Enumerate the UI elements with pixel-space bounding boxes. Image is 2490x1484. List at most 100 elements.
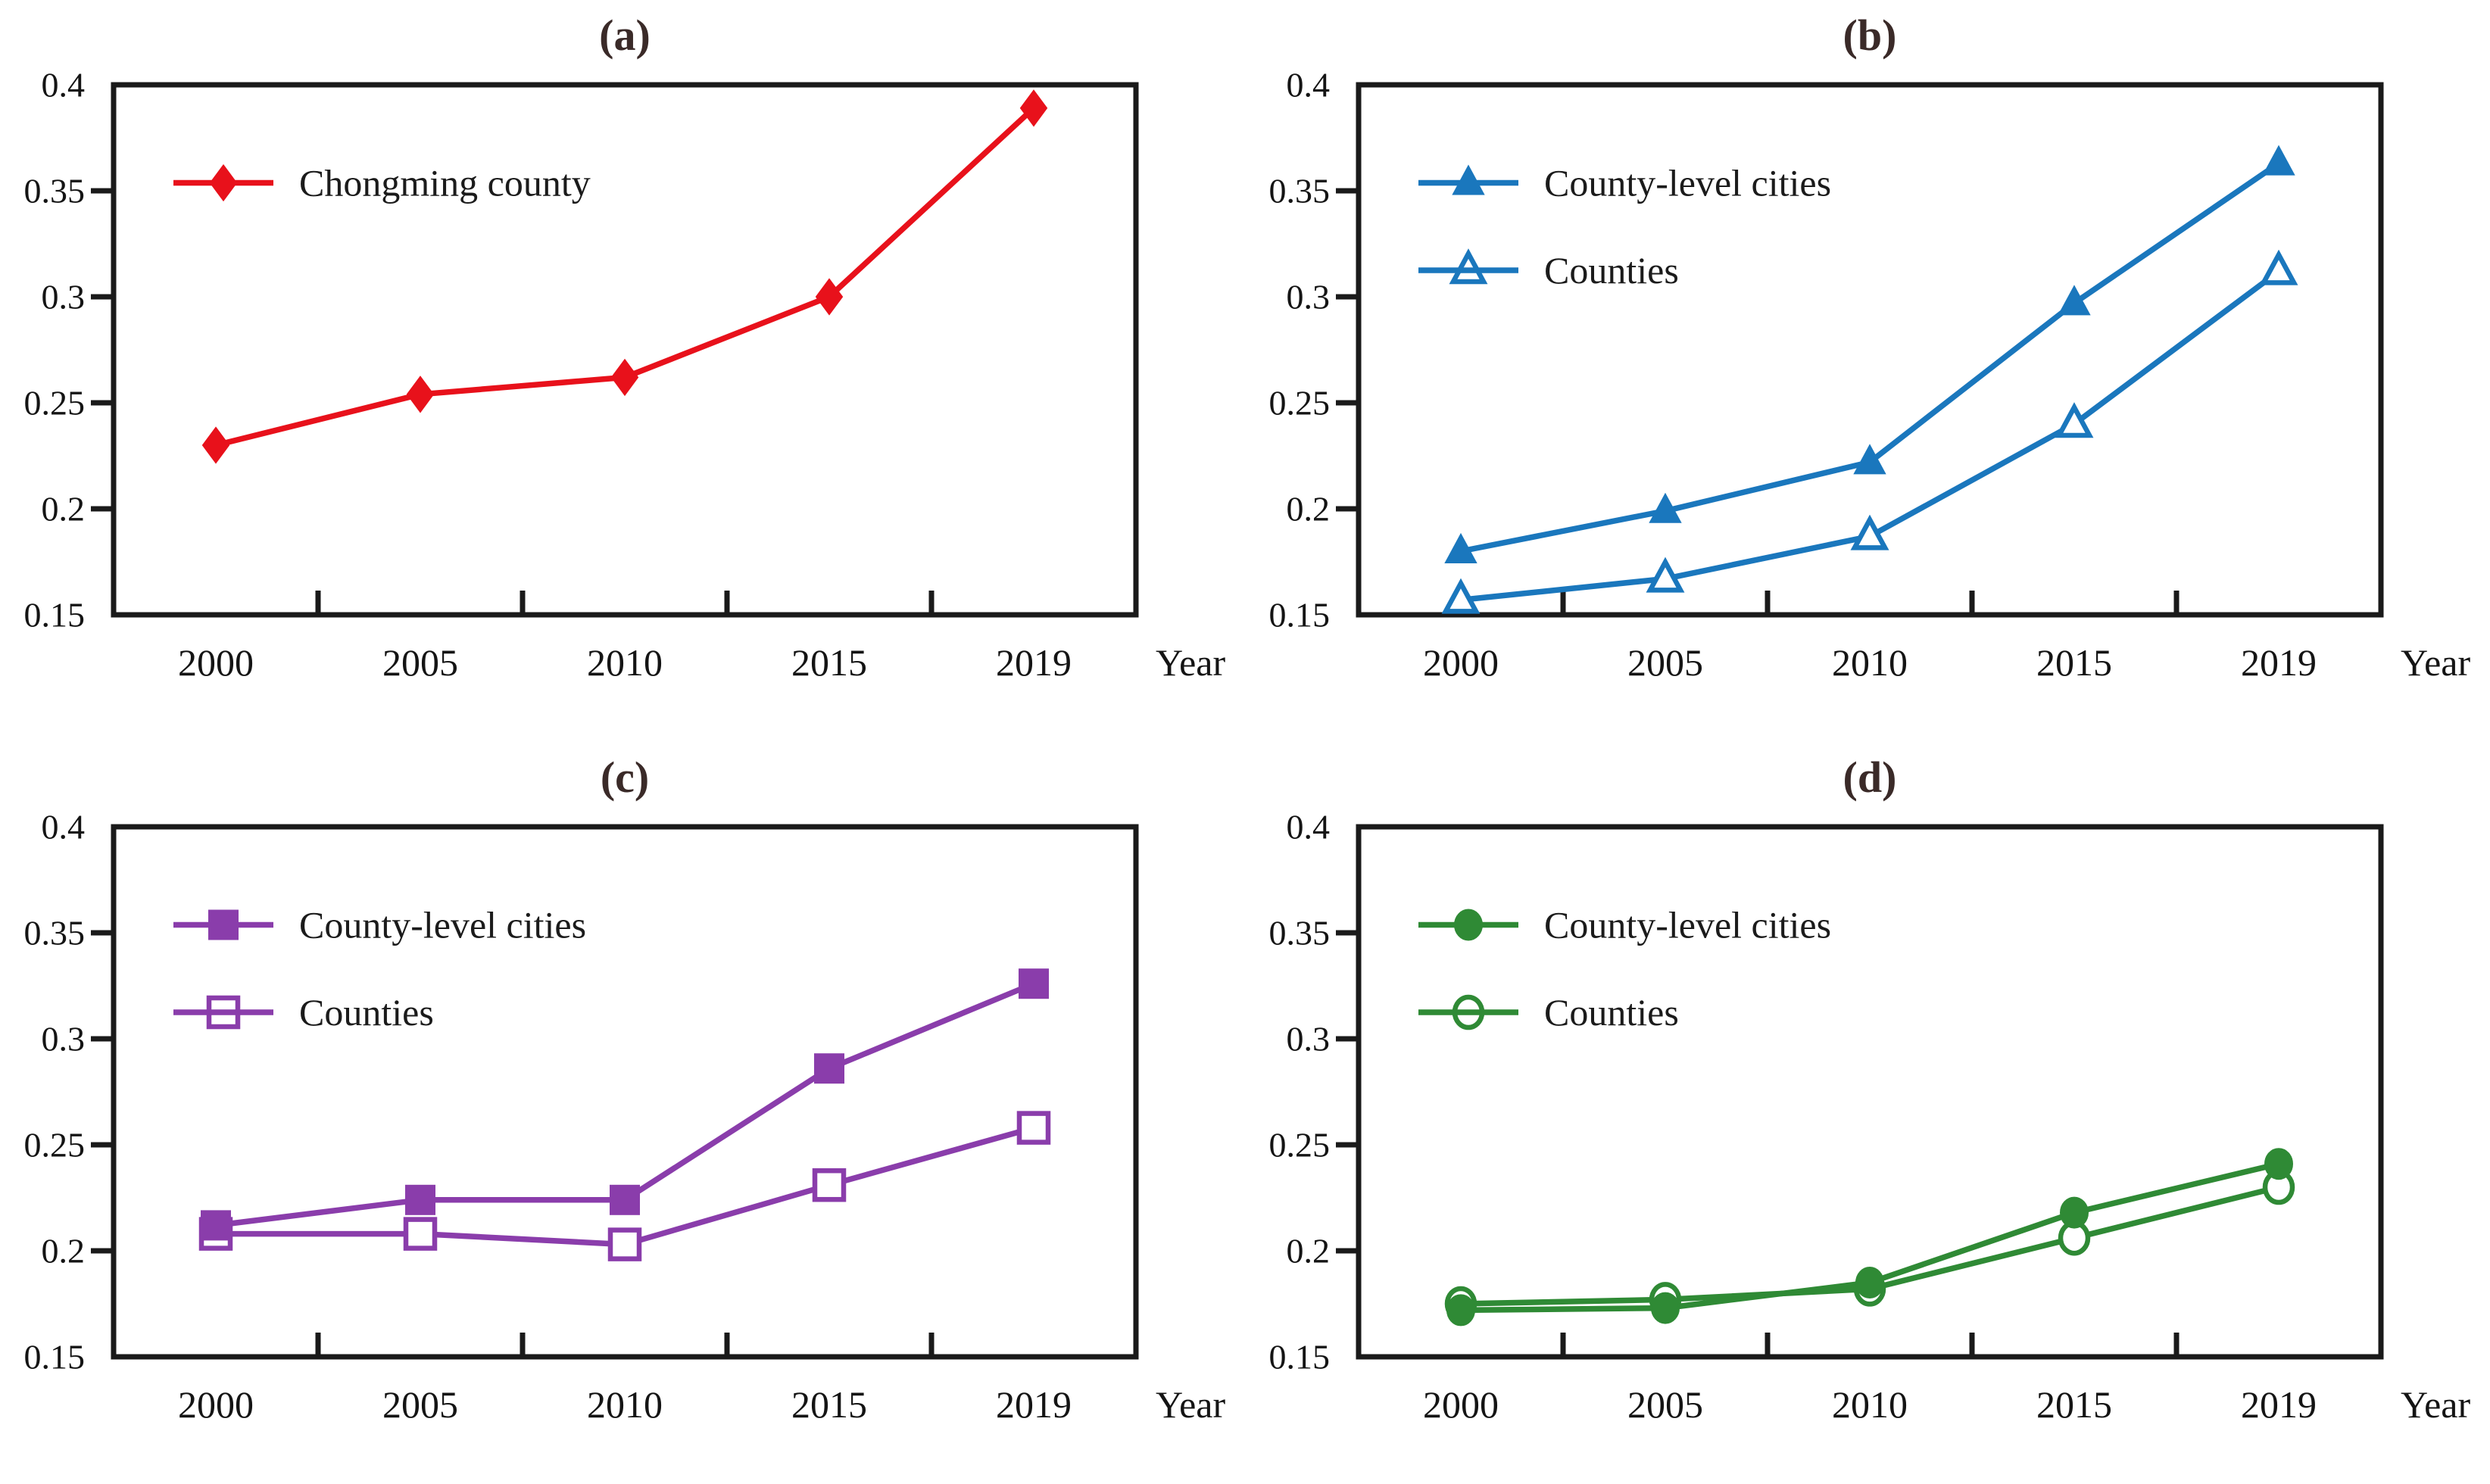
x-tick-label: 2015	[791, 1383, 867, 1426]
y-tick-label: 0.25	[1269, 384, 1331, 422]
open-triangle-marker	[2055, 402, 2094, 438]
legend-entry: County-level cities	[1418, 904, 1831, 946]
filled-square-marker	[208, 909, 239, 940]
y-tick-label: 0.3	[1287, 1020, 1331, 1058]
filled-diamond-marker	[610, 358, 639, 397]
plot-frame	[1356, 824, 2384, 1360]
chart-c: (c) 0.4 0.35 0.3 0.25 0.2 0.15 2000 2005 2010 201…	[24, 753, 1226, 1426]
y-tick-label: 0.3	[42, 1020, 86, 1058]
y-tick-label: 0.35	[24, 172, 86, 210]
y-tick-label: 0.35	[24, 914, 86, 952]
y-tick-label: 0.25	[24, 384, 86, 422]
y-tick-label: 0.4	[42, 808, 86, 846]
plot-area-b: 0.4 0.35 0.3 0.25 0.2 0.15 2000 2005 2010 2015 201…	[1269, 66, 2471, 684]
x-tick-label: 2000	[178, 1383, 254, 1426]
x-tick-label: 2019	[996, 1383, 1072, 1426]
filled-circle-marker	[1446, 1294, 1475, 1327]
filled-triangle-marker	[1853, 444, 1886, 475]
filled-triangle-marker	[2262, 145, 2295, 176]
filled-diamond-marker	[201, 426, 230, 464]
x-tick-label: 2015	[791, 641, 867, 684]
x-axis-title: Year	[1156, 1383, 1225, 1426]
y-tick-label: 0.2	[42, 490, 86, 528]
plot-frame	[111, 82, 1139, 618]
filled-diamond-marker	[209, 164, 238, 202]
y-tick-label: 0.15	[1269, 596, 1331, 634]
filled-square-marker	[201, 1210, 231, 1241]
panel-title-c: (c)	[601, 753, 649, 802]
y-tick-label: 0.3	[42, 278, 86, 316]
y-tick-label: 0.35	[1269, 914, 1331, 952]
panel-title-d: (d)	[1843, 753, 1897, 802]
legend-entry: County-level cities	[173, 904, 586, 946]
legend-entry: Counties	[173, 991, 434, 1034]
filled-circle-marker	[1651, 1292, 1680, 1324]
plot-frame	[1356, 82, 2384, 618]
x-tick-label: 2005	[1627, 1383, 1703, 1426]
legend-label: Counties	[299, 991, 434, 1034]
plot-area-a: 0.4 0.35 0.3 0.25 0.2 0.15 2000 2005 2010 2015 201…	[24, 66, 1226, 684]
y-tick-label: 0.2	[1287, 1232, 1331, 1270]
x-tick-label: 2005	[382, 1383, 458, 1426]
y-tick-label: 0.15	[24, 596, 86, 634]
series-line-counties	[1458, 268, 2282, 603]
open-triangle-marker	[1449, 248, 1488, 285]
x-tick-label: 2000	[178, 641, 254, 684]
x-tick-label: 2000	[1423, 641, 1499, 684]
filled-triangle-marker	[1649, 492, 1682, 523]
plot-area-c: 0.4 0.35 0.3 0.25 0.2 0.15 2000 2005 2010 2015 201…	[24, 808, 1226, 1426]
legend-entry: Counties	[1418, 991, 1679, 1034]
filled-square-marker	[814, 1053, 844, 1084]
x-tick-label: 2010	[1832, 641, 1908, 684]
y-tick-label: 0.35	[1269, 172, 1331, 210]
open-square-marker	[607, 1227, 642, 1261]
open-square-marker	[1016, 1111, 1051, 1145]
x-tick-label: 2010	[1832, 1383, 1908, 1426]
legend-label: Counties	[1544, 991, 1679, 1034]
filled-circle-marker	[1454, 909, 1483, 941]
filled-diamond-marker	[1019, 89, 1048, 127]
filled-circle-marker	[1855, 1267, 1884, 1298]
filled-triangle-marker	[2058, 285, 2091, 316]
panel-title-b: (b)	[1843, 11, 1897, 60]
x-axis-title: Year	[1156, 641, 1225, 684]
legend-label: County-level cities	[299, 904, 586, 946]
chart-d: (d) 0.4 0.35 0.3 0.25 0.2 0.15 2000 2005 2010 201…	[1269, 753, 2471, 1426]
y-tick-label: 0.2	[42, 1232, 86, 1270]
filled-triangle-marker	[1444, 532, 1477, 563]
panel-title-a: (a)	[599, 11, 651, 60]
y-tick-label: 0.15	[1269, 1338, 1331, 1376]
y-tick-label: 0.4	[1287, 66, 1331, 104]
x-tick-label: 2005	[1627, 641, 1703, 684]
open-circle-marker	[1452, 994, 1485, 1030]
panel-d: (d) 0.4 0.35 0.3 0.25 0.2 0.15 2000 2005 2010 201…	[1245, 742, 2490, 1484]
x-tick-label: 2019	[2241, 1383, 2317, 1426]
open-triangle-marker	[2259, 249, 2298, 285]
panel-c: (c) 0.4 0.35 0.3 0.25 0.2 0.15 2000 2005 2010 201…	[0, 742, 1245, 1484]
filled-diamond-marker	[406, 376, 435, 413]
chart-b: (b) 0.4 0.35 0.3 0.25 0.2 0.15 2000 2005 2010 201…	[1269, 11, 2471, 684]
filled-diamond-marker	[815, 278, 844, 316]
legend-label: Counties	[1544, 249, 1679, 292]
open-square-marker	[206, 995, 241, 1030]
open-triangle-marker	[1850, 514, 1889, 550]
y-tick-label: 0.25	[1269, 1126, 1331, 1164]
filled-circle-marker	[2060, 1196, 2089, 1229]
y-tick-label: 0.2	[1287, 490, 1331, 528]
x-tick-label: 2010	[587, 1383, 663, 1426]
filled-square-marker	[1019, 968, 1049, 999]
legend-entry: Counties	[1418, 248, 1679, 292]
panel-b: (b) 0.4 0.35 0.3 0.25 0.2 0.15 2000 2005 2010 201…	[1245, 0, 2490, 742]
legend-label: Chongming county	[299, 162, 591, 204]
x-tick-label: 2000	[1423, 1383, 1499, 1426]
filled-circle-marker	[2264, 1148, 2293, 1180]
plot-area-d: 0.4 0.35 0.3 0.25 0.2 0.15 2000 2005 2010 2015 201…	[1269, 808, 2471, 1426]
x-tick-label: 2015	[2036, 641, 2112, 684]
chart-a: (a) 0.4 0.35 0.3 0.25 0.2 0.15 2000 2005 2010 201…	[24, 11, 1226, 684]
plot-frame	[111, 824, 1139, 1360]
filled-square-marker	[405, 1184, 435, 1215]
series-line-county-level-cities	[1458, 160, 2282, 554]
filled-square-marker	[610, 1184, 640, 1215]
legend-entry: County-level cities	[1418, 162, 1831, 204]
